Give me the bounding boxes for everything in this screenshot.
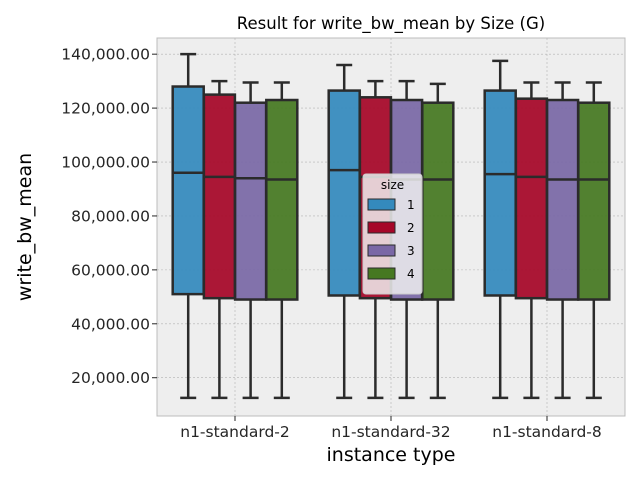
iqr-box: [265, 98, 299, 301]
box-1-n1-standard-32: [327, 63, 361, 400]
box-4-n1-standard-2: [265, 81, 299, 400]
x-axis-label: instance type: [327, 444, 456, 466]
iqr-box: [233, 101, 268, 301]
x-axis: n1-standard-2 n1-standard-32 n1-standard-8: [180, 416, 602, 441]
legend-swatch: [367, 267, 396, 280]
box-2-n1-standard-2: [202, 79, 237, 400]
iqr-box: [327, 89, 361, 297]
legend-title: size: [381, 178, 404, 192]
y-tick-label: 80,000.00: [71, 207, 150, 225]
y-tick-label: 60,000.00: [71, 261, 150, 279]
y-tick-label: 120,000.00: [61, 100, 150, 118]
legend-swatch: [367, 244, 396, 257]
legend-label: 2: [407, 221, 415, 235]
y-tick-label: 20,000.00: [71, 369, 150, 387]
chart-title: Result for write_bw_mean by Size (G): [237, 14, 545, 34]
iqr-box: [421, 101, 455, 301]
iqr-box: [483, 89, 517, 297]
box-4-n1-standard-32: [421, 82, 455, 400]
x-tick-label: n1-standard-8: [492, 423, 601, 441]
box-4-n1-standard-8: [577, 81, 611, 400]
iqr-box: [545, 98, 580, 301]
box-3-n1-standard-8: [545, 81, 580, 400]
iqr-box: [171, 85, 205, 296]
y-tick-label: 40,000.00: [71, 315, 150, 333]
y-axis-label: write_bw_mean: [14, 153, 36, 301]
box-3-n1-standard-2: [233, 81, 268, 400]
x-tick-label: n1-standard-32: [331, 423, 450, 441]
legend-swatch: [367, 198, 396, 211]
box-1-n1-standard-2: [171, 52, 205, 400]
iqr-box: [577, 101, 611, 301]
iqr-box: [514, 97, 549, 300]
y-axis: 20,000.00 40,000.00 60,000.00 80,000.00 100,…: [61, 46, 157, 387]
legend-label: 3: [407, 244, 415, 258]
legend-swatch: [367, 221, 396, 234]
legend-label: 4: [407, 267, 415, 281]
box-1-n1-standard-8: [483, 59, 517, 400]
iqr-box: [202, 93, 237, 300]
legend-label: 1: [407, 198, 415, 212]
y-tick-label: 140,000.00: [61, 46, 150, 64]
y-tick-label: 100,000.00: [61, 154, 150, 172]
box-2-n1-standard-8: [514, 81, 549, 400]
x-tick-label: n1-standard-2: [180, 423, 289, 441]
